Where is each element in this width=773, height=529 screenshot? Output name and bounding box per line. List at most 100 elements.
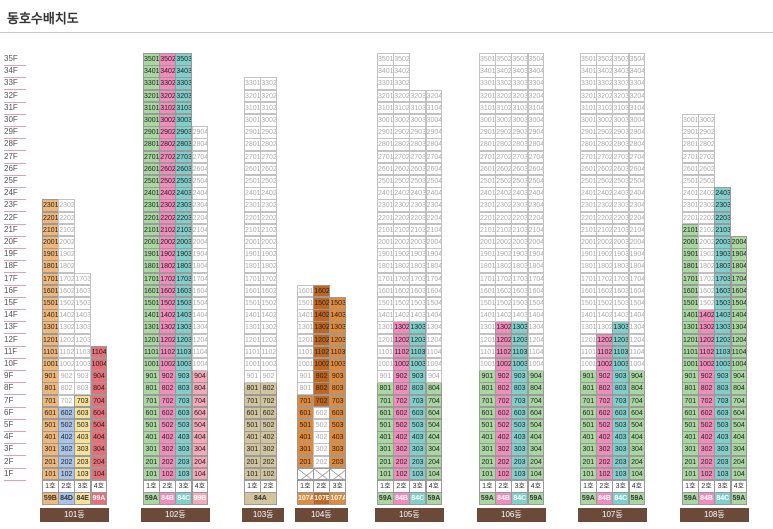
unit-cell[interactable]: 1302 (698, 321, 715, 335)
unit-cell[interactable]: 502 (495, 419, 512, 432)
unit-cell[interactable]: 1101 (42, 345, 59, 359)
unit-cell[interactable]: 3302 (159, 77, 176, 91)
unit-cell[interactable]: 201 (143, 455, 160, 469)
unit-cell[interactable]: 1903 (511, 248, 529, 261)
unit-cell[interactable]: 2604 (425, 162, 443, 176)
unit-cell[interactable]: 3301 (377, 77, 394, 91)
unit-cell[interactable]: 2504 (191, 175, 209, 188)
unit-cell[interactable]: 1601 (42, 284, 59, 298)
unit-cell[interactable]: 803 (612, 382, 630, 396)
unit-cell[interactable]: 1302 (393, 321, 410, 335)
unit-cell[interactable]: 2603 (612, 162, 630, 176)
unit-cell[interactable]: 601 (244, 406, 261, 420)
unit-cell[interactable]: 1503 (74, 297, 92, 310)
unit-cell[interactable]: 1103 (74, 345, 92, 359)
unit-cell[interactable]: 1702 (58, 272, 75, 286)
unit-cell[interactable]: 3102 (260, 101, 277, 115)
unit-cell[interactable]: 904 (730, 370, 748, 383)
unit-cell[interactable]: 2802 (698, 138, 715, 152)
unit-cell[interactable]: 1602 (313, 284, 330, 298)
unit-cell[interactable]: 3102 (596, 101, 613, 115)
unit-cell[interactable]: 2101 (682, 223, 699, 237)
unit-cell[interactable]: 3401 (377, 65, 394, 78)
unit-cell[interactable]: 2902 (260, 126, 277, 139)
unit-cell[interactable]: 1403 (409, 309, 427, 322)
unit-cell[interactable]: 3401 (143, 65, 160, 78)
unit-cell[interactable]: 2703 (511, 150, 529, 164)
unit-cell[interactable]: 603 (329, 406, 347, 420)
unit-cell[interactable]: 1603 (175, 284, 193, 298)
unit-cell[interactable]: 2501 (377, 175, 394, 188)
unit-cell[interactable]: 1501 (42, 297, 59, 310)
unit-cell[interactable]: 1003 (74, 358, 92, 371)
unit-cell[interactable]: 2701 (143, 150, 160, 164)
unit-cell[interactable]: 2403 (714, 187, 732, 200)
unit-cell[interactable]: 2803 (612, 138, 630, 152)
unit-cell[interactable]: 403 (511, 431, 529, 444)
unit-cell[interactable]: 3001 (143, 114, 160, 127)
unit-cell[interactable]: 801 (682, 382, 699, 396)
unit-cell[interactable]: 2704 (191, 150, 209, 164)
unit-cell[interactable]: 802 (313, 382, 330, 396)
unit-cell[interactable]: 2603 (409, 162, 427, 176)
unit-cell[interactable]: 3501 (580, 53, 597, 66)
unit-cell[interactable]: 3101 (143, 101, 160, 115)
unit-cell[interactable]: 2301 (479, 199, 496, 213)
unit-cell[interactable]: 404 (191, 431, 209, 444)
unit-cell[interactable]: 1801 (682, 260, 699, 274)
unit-cell[interactable]: 201 (297, 455, 314, 469)
unit-cell[interactable]: 603 (409, 406, 427, 420)
unit-cell[interactable]: 2004 (628, 236, 646, 249)
unit-cell[interactable]: 404 (425, 431, 443, 444)
unit-cell[interactable]: 401 (479, 431, 496, 444)
unit-cell[interactable]: 2702 (698, 150, 715, 164)
unit-cell[interactable]: 2701 (377, 150, 394, 164)
unit-cell[interactable]: 901 (297, 370, 314, 383)
unit-cell[interactable]: 604 (90, 406, 108, 420)
unit-cell[interactable]: 1401 (479, 309, 496, 322)
unit-cell[interactable]: 1501 (580, 297, 597, 310)
unit-cell[interactable]: 1401 (377, 309, 394, 322)
unit-cell[interactable]: 2401 (682, 187, 699, 200)
unit-cell[interactable]: 301 (297, 443, 314, 457)
unit-cell[interactable]: 2804 (628, 138, 646, 152)
unit-cell[interactable]: 1303 (329, 321, 347, 335)
unit-cell[interactable]: 302 (596, 443, 613, 457)
unit-cell[interactable]: 1201 (580, 333, 597, 347)
unit-cell[interactable]: 402 (495, 431, 512, 444)
unit-cell[interactable]: 2403 (612, 187, 630, 200)
unit-cell[interactable]: 102 (596, 467, 613, 481)
unit-cell[interactable]: 1602 (596, 284, 613, 298)
unit-cell[interactable]: 1003 (511, 358, 529, 371)
unit-cell[interactable]: 1301 (244, 321, 261, 335)
unit-cell[interactable]: 2303 (511, 199, 529, 213)
unit-cell[interactable]: 204 (90, 455, 108, 469)
unit-cell[interactable]: 801 (479, 382, 496, 396)
unit-cell[interactable]: 701 (682, 394, 699, 408)
unit-cell[interactable]: 1203 (329, 333, 347, 347)
unit-cell[interactable]: 1601 (580, 284, 597, 298)
unit-cell[interactable]: 2904 (425, 126, 443, 139)
unit-cell[interactable]: 1903 (612, 248, 630, 261)
unit-cell[interactable]: 2702 (495, 150, 512, 164)
unit-cell[interactable]: 1804 (730, 260, 748, 274)
unit-cell[interactable]: 304 (628, 443, 646, 457)
unit-cell[interactable]: 1303 (714, 321, 732, 335)
unit-cell[interactable]: 1601 (244, 284, 261, 298)
unit-cell[interactable]: 2001 (479, 236, 496, 249)
unit-cell[interactable]: 1203 (714, 333, 732, 347)
unit-cell[interactable]: 2704 (628, 150, 646, 164)
unit-cell[interactable]: 1304 (425, 321, 443, 335)
building-label[interactable]: 101동 (40, 508, 109, 522)
unit-cell[interactable]: 1602 (393, 284, 410, 298)
unit-cell[interactable]: 3102 (393, 101, 410, 115)
unit-cell[interactable]: 301 (42, 443, 59, 457)
unit-cell[interactable]: 504 (527, 419, 545, 432)
unit-cell[interactable]: 2601 (682, 162, 699, 176)
unit-cell[interactable]: 101 (580, 467, 597, 481)
unit-cell[interactable]: 3004 (527, 114, 545, 127)
unit-cell[interactable]: 2302 (596, 199, 613, 213)
unit-cell[interactable]: 3001 (580, 114, 597, 127)
building-label[interactable]: 104동 (295, 508, 348, 522)
unit-cell[interactable]: 801 (143, 382, 160, 396)
